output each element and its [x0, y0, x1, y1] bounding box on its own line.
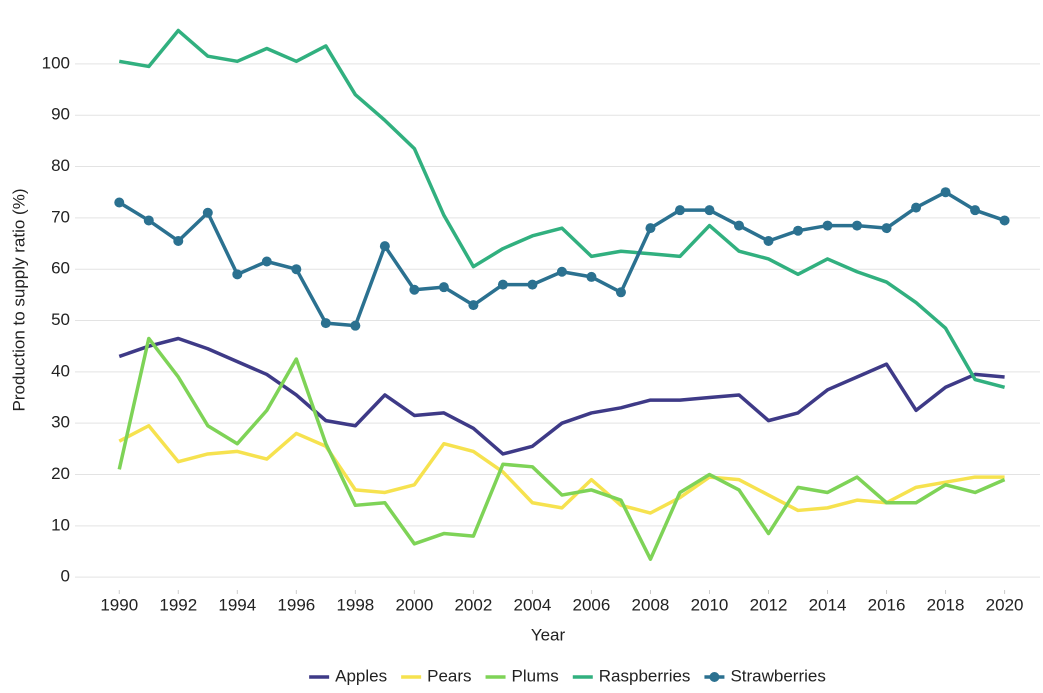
legend-item: Pears	[401, 666, 472, 685]
y-tick-label: 100	[42, 53, 70, 72]
x-tick-label: 2000	[395, 595, 433, 614]
legend-item: Apples	[309, 666, 387, 685]
legend-item: Plums	[485, 666, 559, 685]
legend: Apples Pears Plums Raspberries Strawberries	[309, 666, 826, 685]
y-tick-label: 80	[51, 156, 70, 175]
marker	[527, 279, 538, 290]
marker	[350, 320, 361, 331]
x-tick-label: 2004	[514, 595, 552, 614]
x-tick-label: 2020	[986, 595, 1024, 614]
marker	[261, 256, 272, 267]
x-tick-label: 2006	[573, 595, 611, 614]
y-tick-label: 40	[51, 361, 70, 380]
legend-label: Plums	[512, 666, 559, 685]
x-tick-label: 2016	[868, 595, 906, 614]
marker	[645, 223, 656, 234]
marker	[615, 287, 626, 298]
marker	[320, 318, 331, 329]
x-tick-label: 1996	[277, 595, 315, 614]
legend-item: Raspberries	[572, 666, 691, 685]
legend-label: Raspberries	[599, 666, 691, 685]
legend-label: Strawberries	[730, 666, 825, 685]
x-tick-label: 1992	[159, 595, 197, 614]
x-tick-label: 1998	[336, 595, 374, 614]
marker	[763, 235, 774, 246]
grid	[75, 63, 1040, 578]
marker	[291, 264, 302, 275]
marker	[379, 241, 390, 252]
line	[118, 336, 1005, 456]
x-tick-label: 2014	[809, 595, 847, 614]
y-tick-label: 10	[51, 515, 70, 534]
marker	[468, 300, 479, 311]
marker	[438, 282, 449, 293]
y-tick-label: 90	[51, 105, 70, 124]
marker	[114, 197, 125, 208]
x-tick-label: 2018	[927, 595, 965, 614]
y-tick-label: 0	[61, 567, 70, 586]
marker	[173, 235, 184, 246]
legend-marker	[709, 672, 720, 682]
y-tick-label: 70	[51, 207, 70, 226]
marker	[556, 266, 567, 277]
y-tick-label: 50	[51, 310, 70, 329]
marker	[704, 205, 715, 216]
marker	[999, 215, 1010, 226]
y-tick-label: 60	[51, 259, 70, 278]
x-tick-label: 2012	[750, 595, 788, 614]
marker	[822, 220, 833, 231]
marker	[881, 223, 892, 234]
marker	[852, 220, 863, 231]
legend-label: Pears	[427, 666, 471, 685]
marker	[733, 220, 744, 231]
y-tick-label: 20	[51, 464, 70, 483]
x-tick-label: 2008	[632, 595, 670, 614]
x-tick-label: 2010	[691, 595, 729, 614]
marker	[586, 271, 597, 282]
line	[117, 336, 1006, 561]
line	[118, 28, 1006, 389]
line	[118, 190, 1006, 328]
y-tick-label: 30	[51, 413, 70, 432]
x-tick-label: 2002	[454, 595, 492, 614]
marker	[911, 202, 922, 213]
marker	[497, 279, 508, 290]
marker	[409, 284, 420, 295]
line	[118, 424, 1005, 515]
y-axis-label: Production to supply ratio (%)	[9, 189, 28, 412]
x-tick-label: 1994	[218, 595, 256, 614]
marker	[970, 205, 981, 216]
legend-label: Apples	[335, 666, 387, 685]
marker	[674, 205, 685, 216]
legend-item: Strawberries	[704, 666, 826, 685]
marker	[143, 215, 154, 226]
marker	[940, 187, 951, 198]
x-axis-label: Year	[531, 625, 566, 644]
marker	[202, 207, 213, 218]
marker	[232, 269, 243, 280]
marker	[793, 225, 804, 236]
x-tick-label: 1990	[100, 595, 138, 614]
